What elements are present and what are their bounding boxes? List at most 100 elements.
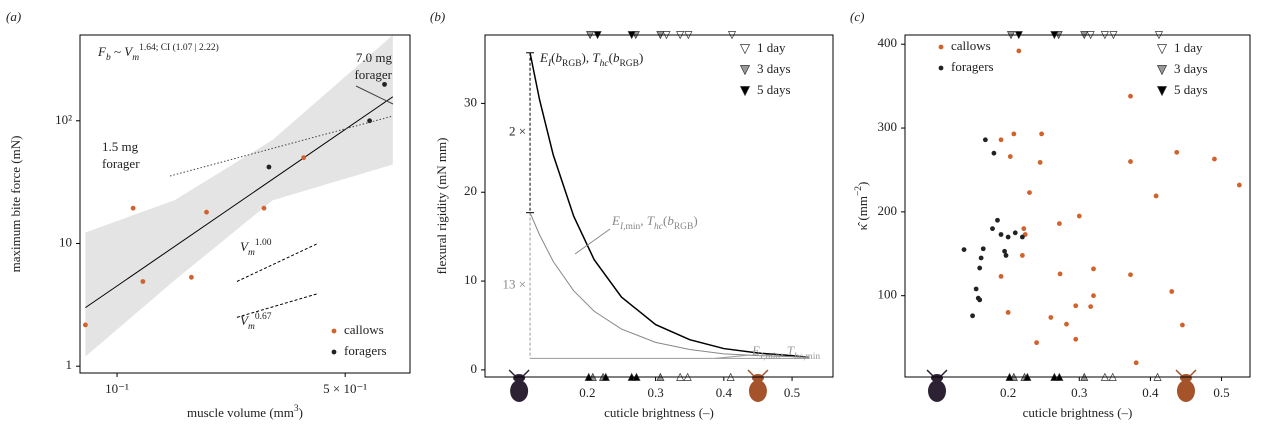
y-tick-label: 20 [464, 183, 477, 198]
legend-marker [1156, 86, 1168, 97]
point [1128, 93, 1133, 99]
axes-frame [79, 34, 411, 374]
point [140, 279, 146, 284]
beetle-icon [510, 380, 529, 402]
point [83, 322, 88, 328]
y-tick-label: 10² [55, 112, 72, 127]
point [1133, 360, 1139, 366]
annotation: 1.5 mg [102, 139, 139, 154]
point [382, 81, 387, 87]
plot-area [83, 35, 394, 357]
point [970, 313, 975, 319]
legend-label: 5 days [1174, 82, 1208, 97]
text-part: hc [654, 222, 664, 232]
panel-label: (a) [6, 9, 21, 24]
point [1019, 234, 1025, 240]
text-part: min [805, 352, 820, 362]
point [130, 205, 136, 211]
y-axis-label: κ̂ (mm−2) [854, 182, 870, 231]
point [1091, 293, 1096, 299]
point [1039, 131, 1044, 137]
text-part: min [766, 352, 781, 362]
x-axis-label: cuticle brightness (–) [1023, 405, 1133, 420]
text-part: I [547, 59, 552, 69]
beetle-icon [1175, 369, 1197, 377]
text-part: T [647, 213, 655, 228]
beetle-icon [928, 380, 947, 402]
text-part: b [556, 50, 563, 65]
text-part: T [787, 343, 795, 358]
text-part: muscle volume (mm [187, 405, 294, 420]
guide-line [236, 293, 318, 318]
y-tick-label: 400 [878, 35, 898, 50]
text-part: RGB [619, 59, 639, 69]
legend-marker [1156, 44, 1168, 55]
text-part: hc [600, 59, 610, 69]
y-tick-label: 300 [878, 119, 898, 134]
legend-label: foragers [344, 343, 387, 358]
ratio-label: 2 × [509, 124, 526, 139]
curve-label: EI,min, Thc(bRGB) [611, 213, 698, 232]
text-part: V [124, 44, 134, 59]
text-part: I, [759, 352, 766, 362]
point [978, 255, 984, 261]
text-part: 3 [294, 404, 299, 414]
point [998, 274, 1004, 279]
point [266, 164, 272, 170]
point [1073, 336, 1079, 342]
point [1169, 289, 1175, 294]
text-part: T [592, 50, 600, 65]
text-part: I, [619, 222, 626, 232]
point [982, 137, 988, 143]
point [1073, 303, 1079, 309]
text-part: ( [551, 50, 555, 65]
legend-marker [739, 44, 751, 55]
legend-label: 3 days [1174, 61, 1208, 76]
x-axis-label: muscle volume (mm3) [187, 404, 303, 420]
text-part: , [640, 213, 647, 228]
text-part: m [132, 53, 139, 63]
y-tick-label: 200 [878, 203, 898, 218]
leader-line [714, 354, 751, 359]
guide-label: Vm0.67 [240, 312, 272, 332]
point [995, 217, 1000, 223]
point [189, 274, 194, 280]
text-part: ) [855, 182, 870, 186]
text-part: b [613, 50, 620, 65]
beetle-icon [751, 374, 764, 382]
point [1019, 253, 1025, 258]
point [204, 209, 209, 215]
text-part: ( [663, 213, 667, 228]
beetle-icon [508, 369, 530, 377]
text-part: , [780, 343, 787, 358]
x-tick-label: 0.5 [784, 385, 800, 400]
text-part: ), [582, 50, 593, 65]
point [980, 246, 986, 252]
legend-marker [739, 65, 751, 76]
legend-label: 3 days [757, 61, 791, 76]
point [998, 232, 1004, 237]
text-part: ) [299, 405, 303, 420]
beetle-icon [513, 374, 526, 382]
curve [529, 212, 810, 358]
point [1016, 48, 1022, 54]
guide-label: Vm1.00 [240, 238, 272, 258]
text-part: RGB [562, 59, 582, 69]
text-part: ( [609, 50, 613, 65]
y-axis-label: flexural rigidity (mN mm) [434, 138, 449, 275]
annotation: 7.0 mg [356, 50, 393, 65]
axes-frame [484, 34, 834, 378]
panel-label: (b) [430, 9, 445, 24]
text-part: ~ [111, 44, 125, 59]
curve [529, 52, 810, 359]
point [1007, 154, 1013, 159]
point [1180, 322, 1185, 328]
leader-line [574, 228, 611, 255]
legend-marker [1156, 65, 1168, 76]
point [261, 205, 267, 211]
text-part: E [539, 50, 548, 65]
y-tick-label: 100 [878, 287, 898, 302]
y-axis-label: maximum bite force (mN) [8, 136, 23, 273]
point [1174, 149, 1180, 155]
